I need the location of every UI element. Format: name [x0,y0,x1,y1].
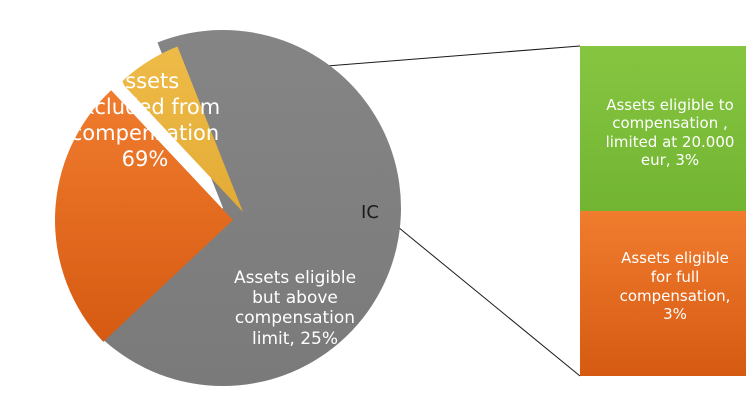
pie-slice-ic [121,46,243,212]
slice-label-excluded: Assets excluded from compensation 69% [69,69,221,172]
pie-slice-excluded [93,30,401,387]
bar-segment-full [580,211,746,376]
slice-label-above-limit: Assets eligible but above compensation l… [233,268,357,349]
bar-label-limited: Assets eligible to compensation , limite… [605,96,735,170]
bar-label-full: Assets eligible for full compensation, 3… [619,249,731,324]
pie-slice-above-limit [54,90,233,342]
slice-label-ic: IC [361,202,379,223]
bar-segment-limited [580,46,746,211]
